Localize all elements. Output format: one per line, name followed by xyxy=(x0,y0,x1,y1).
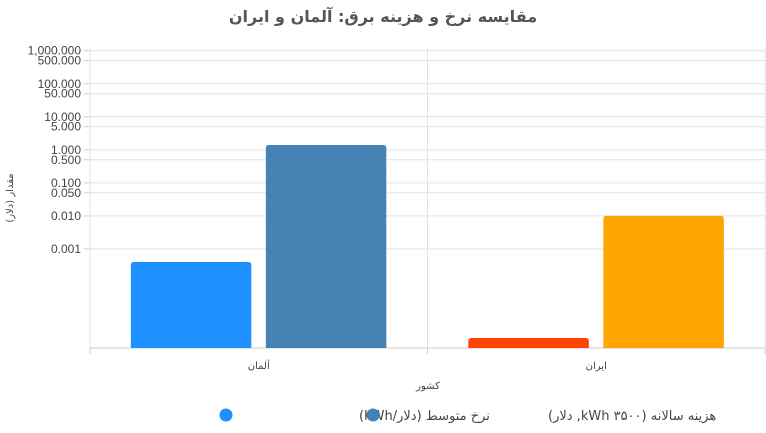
bar-avg-rate-0[interactable] xyxy=(130,262,252,348)
bar-avg-rate-1[interactable] xyxy=(468,338,589,348)
y-tick-label: 10.000 xyxy=(44,110,81,124)
bars xyxy=(130,145,724,348)
y-tick-label: 500.000 xyxy=(38,54,82,68)
x-axis-label: کشور xyxy=(415,381,440,392)
grid-lines xyxy=(89,47,766,349)
legend-label: هزینه سالانه (۳۵۰۰ kWh, دلار) xyxy=(548,409,716,424)
y-tick-label: 0.001 xyxy=(51,242,81,256)
y-tick-label: 0.500 xyxy=(51,153,81,167)
legend-label: نرخ متوسط (دلار/kWh) xyxy=(359,409,490,424)
y-tick-label: 1,000.000 xyxy=(28,44,82,58)
x-tick-label: آلمان xyxy=(248,359,271,372)
legend-marker xyxy=(219,408,233,422)
y-axis-label: مقدار (دلار) xyxy=(5,173,16,222)
legend-item[interactable]: نرخ متوسط (دلار/kWh) xyxy=(219,408,490,425)
chart-title: مقایسه نرخ و هزینه برق: آلمان و ایران xyxy=(229,6,537,26)
y-tick-label: 100.000 xyxy=(38,77,82,91)
y-tick-label: 5.000 xyxy=(51,120,81,134)
y-tick-label: 1.000 xyxy=(51,143,81,157)
y-tick-label: 0.010 xyxy=(51,209,81,223)
legend-marker xyxy=(366,408,380,422)
x-tick-label: ایران xyxy=(586,361,607,372)
x-axis-ticks: آلمان ایران xyxy=(89,348,766,372)
bar-annual-cost-1[interactable] xyxy=(603,215,724,348)
legend-item[interactable]: هزینه سالانه (۳۵۰۰ kWh, دلار) xyxy=(366,408,717,425)
y-tick-label: 0.050 xyxy=(51,186,81,200)
bar-annual-cost-0[interactable] xyxy=(265,145,387,348)
y-tick-label: 50.000 xyxy=(44,87,81,101)
legend[interactable]: نرخ متوسط (دلار/kWh) هزینه سالانه (۳۵۰۰ k… xyxy=(219,408,717,425)
y-tick-label: 0.100 xyxy=(51,176,81,190)
